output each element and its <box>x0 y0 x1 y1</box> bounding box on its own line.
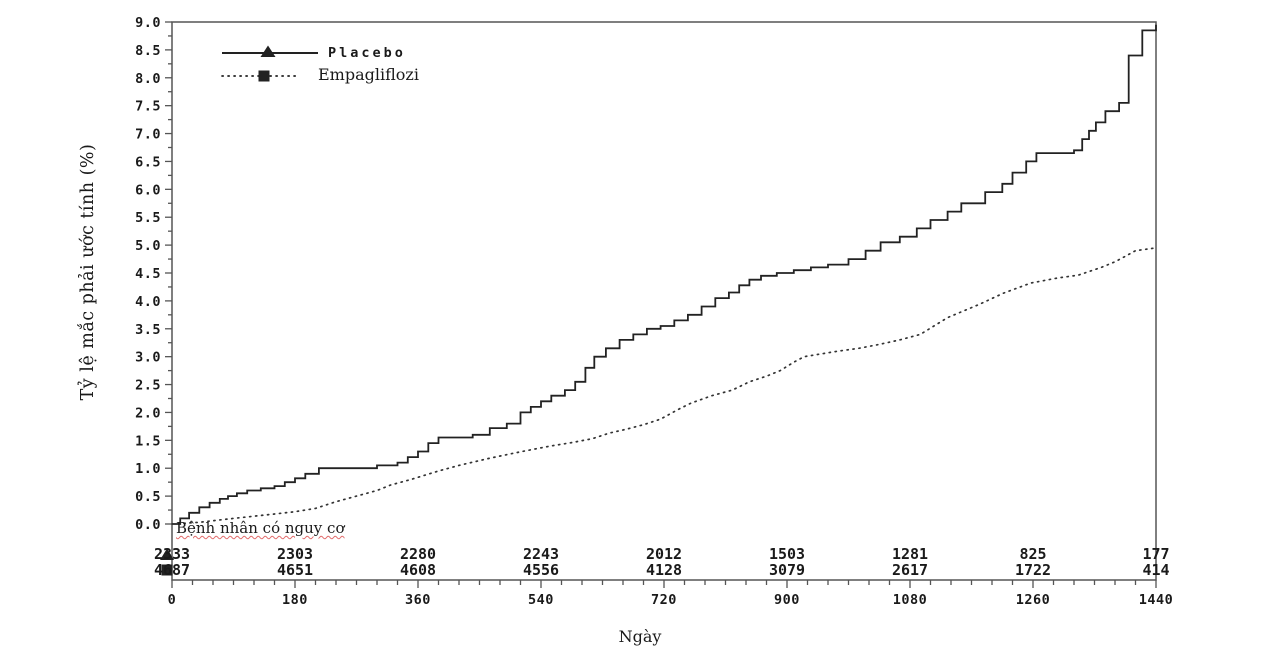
svg-text:3.0: 3.0 <box>135 350 161 366</box>
y-axis-title: Tỷ lệ mắc phải ước tính (%) <box>78 143 98 401</box>
svg-text:8.5: 8.5 <box>135 43 161 59</box>
svg-text:7.0: 7.0 <box>135 127 161 143</box>
placebo-curve <box>172 24 1157 525</box>
svg-text:8.0: 8.0 <box>135 71 161 87</box>
at-risk-table: 2333 2303 2280 2243 2012 1503 1281 825 177 4687 46… <box>154 545 1170 579</box>
at-risk-count: 2303 <box>277 545 313 563</box>
svg-text:1440: 1440 <box>1139 592 1174 608</box>
svg-text:3.5: 3.5 <box>135 322 161 338</box>
at-risk-count: 2243 <box>523 545 559 563</box>
svg-text:1260: 1260 <box>1016 592 1051 608</box>
at-risk-count: 4608 <box>400 561 436 579</box>
svg-text:5.0: 5.0 <box>135 238 161 254</box>
at-risk-count: 3079 <box>769 561 805 579</box>
at-risk-count: 2333 <box>154 545 190 563</box>
y-axis-ticks: 0.0 0.5 1.0 1.5 2.0 2.5 3.0 3.5 4.0 4.5 5.0 5.5 6.0 6… <box>135 15 172 533</box>
at-risk-count: 2280 <box>400 545 436 563</box>
svg-text:1080: 1080 <box>893 592 928 608</box>
svg-text:900: 900 <box>774 592 800 608</box>
at-risk-count: 4556 <box>523 561 559 579</box>
svg-text:2.0: 2.0 <box>135 405 161 421</box>
legend-swatches <box>221 45 318 82</box>
legend-label-empagliflozin: Empagliflozi <box>318 65 419 84</box>
svg-text:6.5: 6.5 <box>135 154 161 170</box>
x-axis-ticks: 0 180 360 540 720 900 1080 1260 1440 <box>168 580 1174 608</box>
svg-text:1.5: 1.5 <box>135 433 161 449</box>
svg-text:180: 180 <box>282 592 308 608</box>
at-risk-square-icon <box>161 564 173 576</box>
at-risk-count: 1281 <box>892 545 928 563</box>
at-risk-count: 1722 <box>1015 561 1051 579</box>
svg-text:6.0: 6.0 <box>135 182 161 198</box>
empagliflozin-curve <box>171 247 1157 525</box>
legend-label-placebo: Placebo <box>328 45 406 61</box>
svg-text:2.5: 2.5 <box>135 378 161 394</box>
svg-text:0.5: 0.5 <box>135 489 161 505</box>
x-axis-title: Ngày <box>618 627 662 646</box>
svg-text:4.5: 4.5 <box>135 266 161 282</box>
svg-text:4.0: 4.0 <box>135 294 161 310</box>
svg-text:7.5: 7.5 <box>135 99 161 115</box>
plot-border <box>171 21 1157 581</box>
at-risk-count: 4651 <box>277 561 313 579</box>
empagliflozin-square-marker-icon <box>258 70 270 82</box>
svg-text:0: 0 <box>168 592 177 608</box>
svg-text:360: 360 <box>405 592 431 608</box>
at-risk-count: 2012 <box>646 545 682 563</box>
svg-text:540: 540 <box>528 592 554 608</box>
at-risk-count: 177 <box>1142 545 1169 563</box>
at-risk-count: 414 <box>1142 561 1169 579</box>
svg-text:0.0: 0.0 <box>135 517 161 533</box>
at-risk-count: 1503 <box>769 545 805 563</box>
svg-text:9.0: 9.0 <box>135 15 161 31</box>
at-risk-header: Bệnh nhân có nguy cơ <box>176 519 345 537</box>
svg-text:720: 720 <box>651 592 677 608</box>
at-risk-count: 4128 <box>646 561 682 579</box>
placebo-triangle-marker-icon <box>260 45 276 57</box>
at-risk-triangle-icon <box>160 548 174 560</box>
at-risk-count: 825 <box>1019 545 1046 563</box>
at-risk-count: 4687 <box>154 561 190 579</box>
svg-text:5.5: 5.5 <box>135 210 161 226</box>
svg-text:1.0: 1.0 <box>135 461 161 477</box>
at-risk-count: 2617 <box>892 561 928 579</box>
